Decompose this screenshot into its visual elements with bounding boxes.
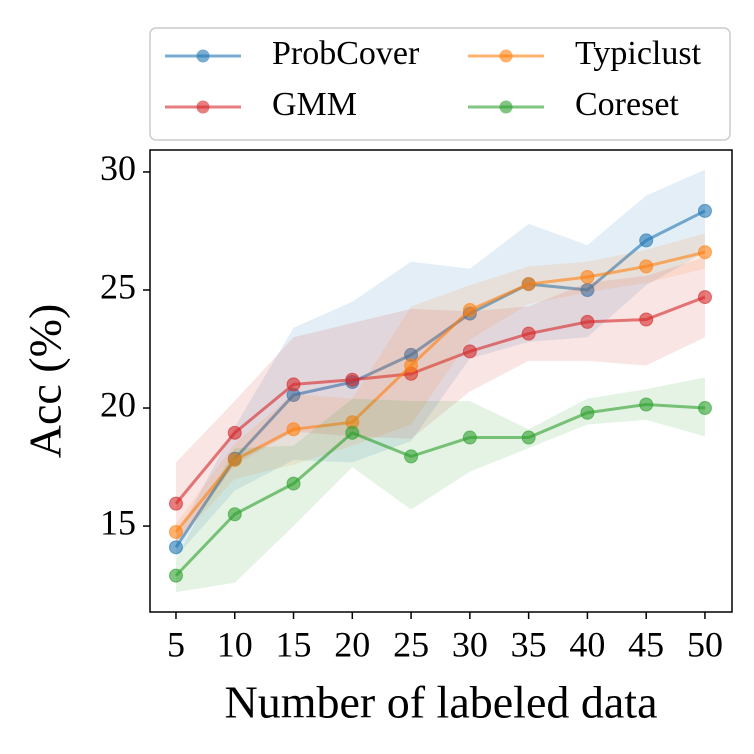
data-point — [227, 425, 242, 440]
y-tick-label: 25 — [100, 266, 136, 306]
y-axis-label: Acc (%) — [20, 304, 71, 459]
data-point — [286, 377, 301, 392]
data-point — [286, 422, 301, 437]
data-point — [639, 312, 654, 327]
data-point — [697, 401, 712, 416]
data-point — [168, 568, 183, 583]
legend-label: Coreset — [575, 86, 679, 123]
x-tick-label: 40 — [569, 624, 605, 664]
data-point — [227, 452, 242, 467]
data-point — [168, 540, 183, 555]
x-tick-label: 20 — [334, 624, 370, 664]
error-band — [175, 256, 705, 543]
data-point — [345, 372, 360, 387]
data-point — [521, 326, 536, 341]
legend-marker — [196, 100, 210, 114]
data-point — [697, 290, 712, 305]
legend-marker — [196, 49, 210, 63]
series-line — [174, 402, 706, 577]
data-point — [168, 524, 183, 539]
data-point — [580, 314, 595, 329]
data-point — [404, 358, 419, 373]
x-tick-label: 45 — [628, 624, 664, 664]
data-point — [697, 245, 712, 260]
data-point — [639, 397, 654, 412]
legend-label: Typiclust — [575, 35, 702, 72]
error-band — [175, 377, 705, 593]
data-point — [345, 425, 360, 440]
series-line — [174, 209, 706, 549]
data-point — [697, 203, 712, 218]
x-tick-label: 35 — [511, 624, 547, 664]
legend-label: GMM — [272, 86, 357, 123]
x-tick-label: 10 — [217, 624, 253, 664]
legend-label: ProbCover — [272, 35, 420, 72]
legend-marker — [499, 100, 513, 114]
data-point — [462, 303, 477, 318]
x-tick-label: 30 — [452, 624, 488, 664]
data-point — [639, 259, 654, 274]
data-point — [404, 449, 419, 464]
x-tick-label: 15 — [276, 624, 312, 664]
plot-frame — [149, 149, 733, 613]
y-tick-label: 30 — [100, 148, 136, 188]
x-tick-label: 50 — [687, 624, 723, 664]
legend-box — [149, 27, 731, 141]
y-tick-label: 20 — [100, 384, 136, 424]
data-point — [286, 476, 301, 491]
data-point — [580, 270, 595, 285]
series-line — [174, 295, 706, 505]
legend-marker — [499, 49, 513, 63]
data-point — [462, 344, 477, 359]
data-point — [639, 233, 654, 248]
x-axis-label: Number of labeled data — [225, 677, 658, 728]
series-line — [174, 250, 706, 533]
x-tick-label: 5 — [167, 624, 185, 664]
data-point — [521, 430, 536, 445]
y-tick-label: 15 — [100, 502, 136, 542]
x-tick-label: 25 — [393, 624, 429, 664]
data-point — [580, 405, 595, 420]
data-point — [168, 496, 183, 511]
data-point — [227, 507, 242, 522]
data-point — [462, 430, 477, 445]
data-point — [521, 277, 536, 292]
